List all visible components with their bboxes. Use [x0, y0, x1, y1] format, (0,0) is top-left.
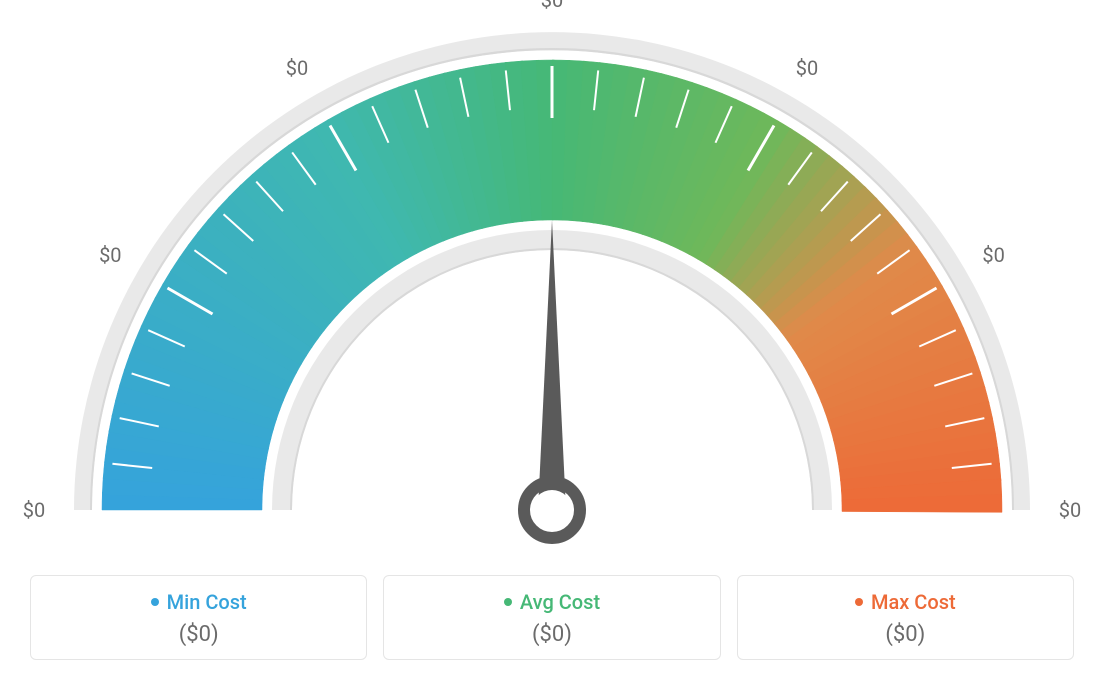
legend-card-max: Max Cost ($0) — [737, 575, 1074, 660]
legend-dot-icon — [855, 598, 863, 606]
axis-tick-label: $0 — [23, 498, 45, 522]
legend-label-min: Min Cost — [151, 590, 247, 614]
legend-label-avg: Avg Cost — [504, 590, 600, 614]
legend-label-max: Max Cost — [855, 590, 956, 614]
legend-value-min: ($0) — [31, 622, 366, 647]
legend-label-text: Avg Cost — [520, 590, 600, 614]
legend-dot-icon — [504, 598, 512, 606]
legend-value-max: ($0) — [738, 622, 1073, 647]
axis-tick-label: $0 — [1059, 498, 1081, 522]
axis-tick-label: $0 — [286, 56, 308, 80]
legend-label-text: Max Cost — [871, 590, 956, 614]
legend-label-text: Min Cost — [167, 590, 247, 614]
legend-card-min: Min Cost ($0) — [30, 575, 367, 660]
axis-tick-label: $0 — [796, 56, 818, 80]
legend-value-avg: ($0) — [384, 622, 719, 647]
axis-tick-label: $0 — [982, 243, 1004, 267]
legend-dot-icon — [151, 598, 159, 606]
legend-card-avg: Avg Cost ($0) — [383, 575, 720, 660]
legend-row: Min Cost ($0) Avg Cost ($0) Max Cost ($0… — [0, 575, 1104, 660]
axis-tick-label: $0 — [99, 243, 121, 267]
cost-gauge-chart: $0 $0 $0 $0 $0 $0 $0 Min Cost ($0) Avg Cost ($… — [0, 0, 1104, 690]
gauge-svg — [0, 0, 1104, 560]
axis-tick-label: $0 — [541, 0, 563, 12]
gauge-area: $0 $0 $0 $0 $0 $0 $0 — [0, 0, 1104, 560]
